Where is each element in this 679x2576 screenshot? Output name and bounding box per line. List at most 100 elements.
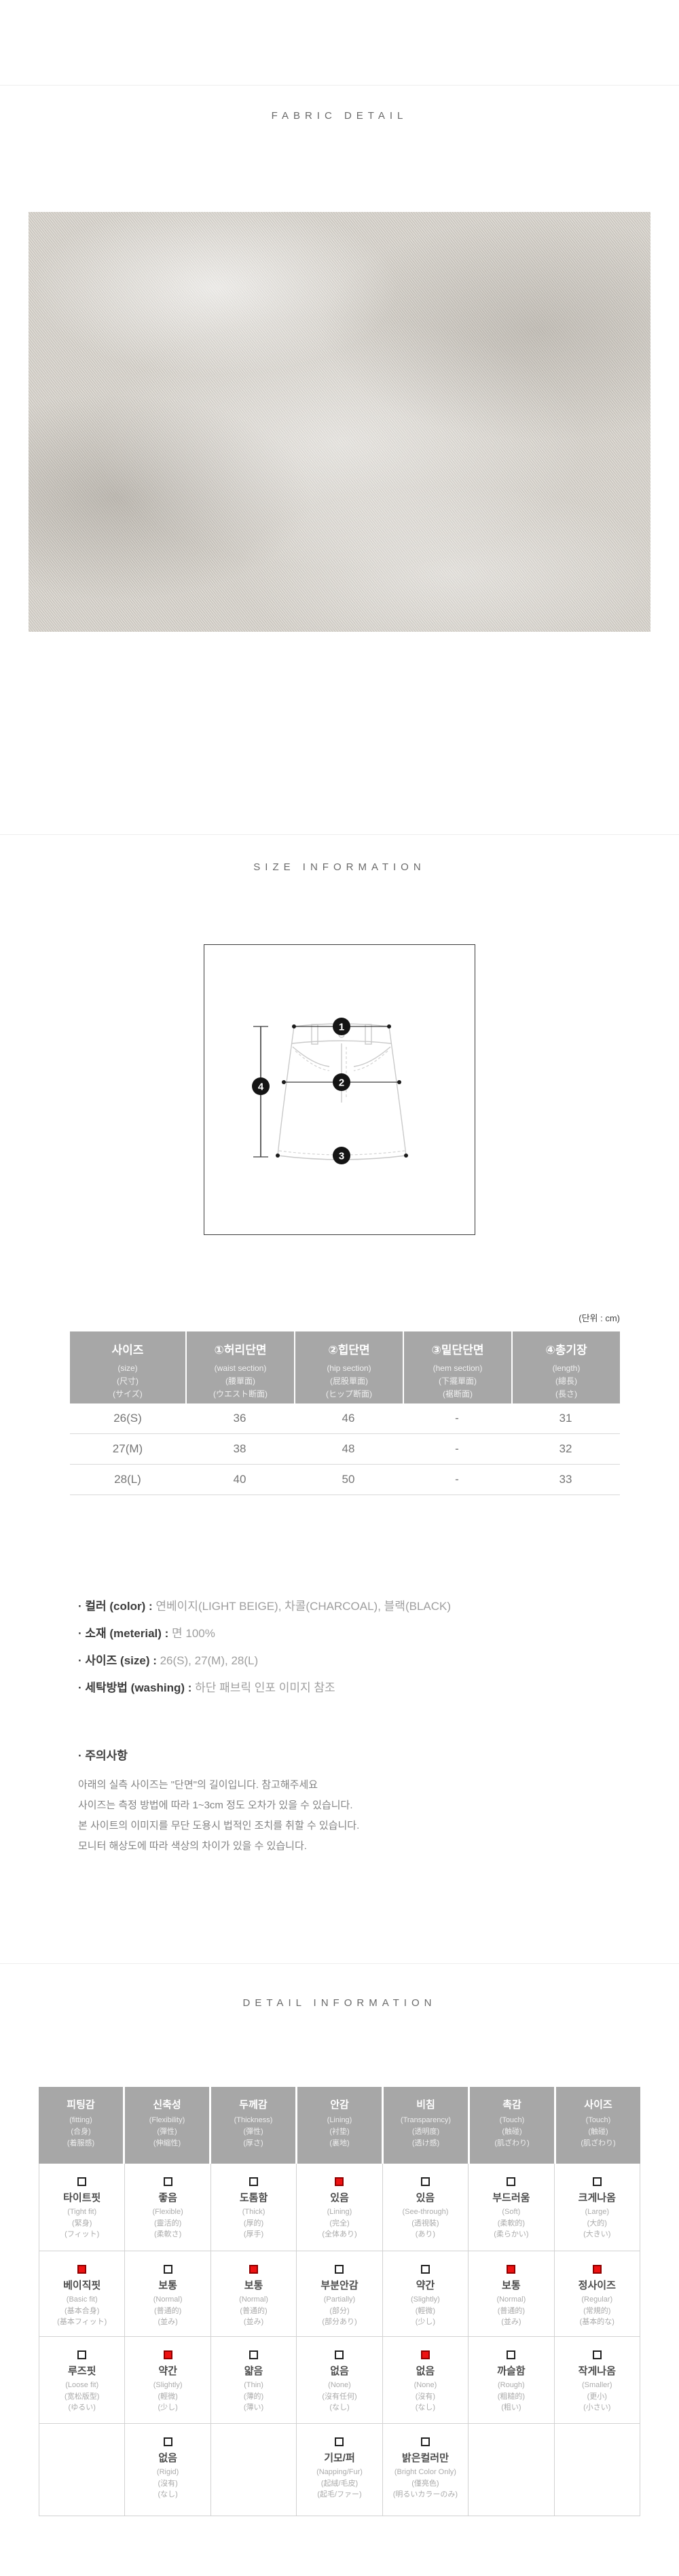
size-table-cell: - <box>455 1412 459 1425</box>
detail-table: 피팅감 (fitting) (合身) (着服感) 신축성 (Flexibility) (彈性… <box>39 2087 640 2516</box>
detail-table-cell <box>210 2424 297 2516</box>
notice-title: · 주의사항 <box>78 1749 128 1762</box>
detail-cell-line: (厚手) <box>243 2230 264 2238</box>
detail-table-cell: 좋음 (Flexible) (靈活的) (柔軟さ) <box>125 2164 210 2251</box>
size-header-line: ④총기장 <box>545 1344 587 1357</box>
detail-header-line: (肌ざわり) <box>494 2139 530 2147</box>
detail-header-line: 두께감 <box>239 2099 268 2111</box>
detail-cell-line: 베이직핏 <box>63 2280 101 2291</box>
info-line: · 소재 (meterial) : 면 100% <box>78 1627 648 1641</box>
detail-cell-line: (更小) <box>587 2392 607 2401</box>
checkbox-unchecked-icon <box>420 2437 430 2446</box>
detail-header-cell: 촉감 (Touch) (触碰) (肌ざわり) <box>470 2087 554 2164</box>
detail-cell-line: (少し) <box>415 2318 436 2326</box>
size-table-cell: 33 <box>559 1473 572 1486</box>
detail-cell-line: (靈活的) <box>153 2219 182 2228</box>
size-table-cell: 28(L) <box>114 1473 141 1486</box>
info-value: 26(S), 27(M), 28(L) <box>156 1654 259 1667</box>
detail-cell-line: 보통 <box>244 2280 263 2291</box>
detail-table-cell: 약간 (Slightly) (輕微) (少し) <box>382 2251 469 2336</box>
detail-cell-line: (少し) <box>158 2403 178 2412</box>
checkbox-unchecked-icon <box>163 2177 172 2186</box>
size-table-header-cell: ③밑단단면 (hem section) (下擺單面) (裾断面) <box>404 1331 511 1403</box>
detail-cell-line: (あり) <box>415 2230 436 2238</box>
size-header-line: (總長) <box>555 1376 577 1386</box>
checkbox-unchecked-icon <box>249 2350 259 2359</box>
detail-header-line: 안감 <box>330 2099 349 2111</box>
checkbox-unchecked-icon <box>77 2350 87 2359</box>
info-line: · 세탁방법 (washing) : 하단 패브릭 인포 이미지 참조 <box>78 1681 648 1695</box>
size-table-cell: 38 <box>233 1442 246 1455</box>
detail-cell-line: 도톰함 <box>239 2192 268 2204</box>
checkbox-checked-icon <box>249 2265 259 2274</box>
size-header-line: (ウエスト断面) <box>213 1389 268 1399</box>
detail-header-line: (Transparency) <box>400 2116 452 2124</box>
size-header-line: ①허리단면 <box>214 1344 267 1357</box>
info-label: · 소재 (meterial) : <box>78 1627 169 1640</box>
detail-cell-line: (普通的) <box>153 2306 182 2315</box>
size-table-header-cell: ④총기장 (length) (總長) (長さ) <box>513 1331 620 1403</box>
fabric-detail-title: FABRIC DETAIL <box>271 110 408 122</box>
detail-table-cell: 있음 (See-through) (透視裝) (あり) <box>382 2164 469 2251</box>
checkbox-unchecked-icon <box>507 2350 516 2359</box>
detail-cell-line: (沒有任何) <box>322 2392 357 2401</box>
size-table-header-cell: 사이즈 (size) (尺寸) (サイズ) <box>70 1331 185 1403</box>
size-header-line: (尺寸) <box>117 1376 139 1386</box>
detail-cell-line: (See-through) <box>402 2208 449 2216</box>
detail-cell-line: (大きい) <box>583 2230 611 2238</box>
detail-header-cell: 비침 (Transparency) (透明度) (透け感) <box>384 2087 468 2164</box>
detail-table-cell: 없음 (None) (沒有) (なし) <box>382 2337 469 2423</box>
size-header-line: 사이즈 <box>111 1344 144 1357</box>
detail-cell-line: 보통 <box>502 2280 521 2291</box>
detail-cell-line: (起毛/ファー) <box>317 2490 362 2499</box>
detail-header-cell: 신축성 (Flexibility) (彈性) (伸縮性) <box>125 2087 209 2164</box>
detail-cell-line: (Rough) <box>497 2381 525 2389</box>
detail-table-cell: 보통 (Normal) (普通的) (並み) <box>125 2251 210 2336</box>
badge-3: 3 <box>339 1151 344 1162</box>
detail-cell-line: (Thick) <box>242 2208 265 2216</box>
fabric-swatch-image <box>29 212 650 632</box>
detail-table-cell: 보통 (Normal) (普通的) (並み) <box>469 2251 554 2336</box>
detail-table-cell: 부분안감 (Partially) (部分) (部分あり) <box>297 2251 382 2336</box>
detail-header-line: (透明度) <box>411 2128 440 2136</box>
detail-table-cell: 보통 (Normal) (普通的) (並み) <box>210 2251 297 2336</box>
detail-cell-line: 없음 <box>416 2365 435 2377</box>
detail-header-line: 촉감 <box>502 2099 521 2111</box>
detail-cell-line: (厚的) <box>243 2219 264 2228</box>
size-header-line: (ヒップ断面) <box>326 1389 372 1399</box>
size-header-line: (下擺單面) <box>439 1376 477 1386</box>
detail-table-cell: 없음 (None) (沒有任何) (なし) <box>297 2337 382 2423</box>
detail-cell-line: (None) <box>328 2381 351 2389</box>
detail-header-line: 피팅감 <box>67 2099 95 2111</box>
detail-table-cell: 있음 (Lining) (完全) (全体あり) <box>297 2164 382 2251</box>
checkbox-unchecked-icon <box>592 2177 602 2186</box>
detail-cell-line: (フィット) <box>65 2230 100 2238</box>
detail-cell-line: (粗い) <box>501 2403 521 2412</box>
detail-cell-line: (常規的) <box>583 2306 611 2315</box>
detail-cell-line: 타이트핏 <box>63 2192 101 2204</box>
skirt-line-drawing: 1 2 3 4 <box>252 1018 408 1164</box>
size-header-line: (長さ) <box>555 1389 577 1399</box>
detail-cell-line: (なし) <box>415 2403 436 2412</box>
size-header-line: (waist section) <box>214 1363 267 1373</box>
info-label: · 컬러 (color) : <box>78 1600 153 1613</box>
detail-header-line: (着服感) <box>67 2139 95 2147</box>
detail-cell-line: (Regular) <box>581 2295 613 2304</box>
detail-cell-line: 까슬함 <box>497 2365 526 2377</box>
detail-cell-line: (Partially) <box>323 2295 356 2304</box>
detail-cell-line: 좋음 <box>158 2192 177 2204</box>
detail-table-cell <box>469 2424 554 2516</box>
detail-cell-line: (僅亮色) <box>411 2479 439 2488</box>
size-table-header: 사이즈 (size) (尺寸) (サイズ) ①허리단면 (waist section) (腰… <box>70 1331 620 1403</box>
badge-2: 2 <box>339 1077 344 1089</box>
detail-cell-line: (粗糙的) <box>497 2392 526 2401</box>
detail-header-line: 신축성 <box>153 2099 181 2111</box>
info-value: 면 100% <box>168 1627 215 1640</box>
detail-table-cell: 타이트핏 (Tight fit) (緊身) (フィット) <box>39 2164 125 2251</box>
checkbox-checked-icon <box>420 2350 430 2359</box>
detail-cell-line: 약간 <box>416 2280 435 2291</box>
info-line: · 컬러 (color) : 연베이지(LIGHT BEIGE), 차콜(CHA… <box>78 1600 648 1613</box>
detail-cell-line: (Napping/Fur) <box>316 2468 363 2476</box>
checkbox-unchecked-icon <box>592 2350 602 2359</box>
detail-cell-line: (透視裝) <box>411 2219 439 2228</box>
